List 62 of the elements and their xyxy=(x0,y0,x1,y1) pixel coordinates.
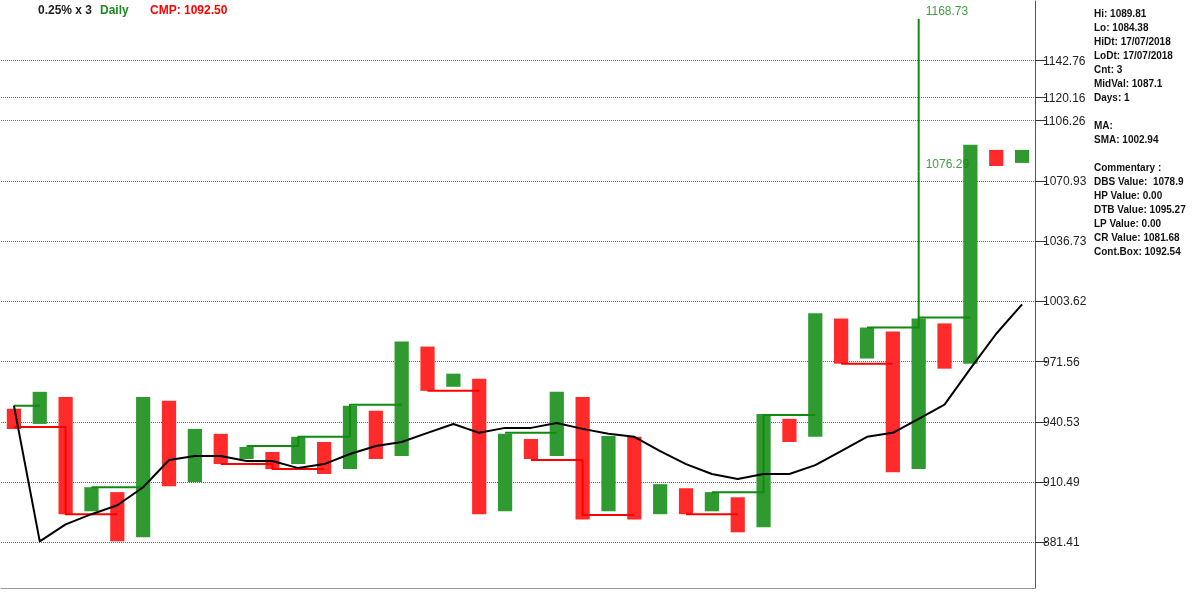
text: DBS Value: 1078.9 xyxy=(1094,175,1184,187)
annotation: CMP: 1092.50 xyxy=(150,3,228,17)
y-tick-label: 940.53 xyxy=(1043,414,1081,429)
text: HP Value: 0.00 xyxy=(1094,189,1163,201)
bar xyxy=(523,439,539,460)
chart-subtitle: Daily xyxy=(100,3,130,17)
line-series xyxy=(12,303,1024,543)
text: Lo: 1084.38 xyxy=(1094,21,1149,33)
y-tick-label: 971.56 xyxy=(1043,354,1081,369)
text: LoDt: 17/07/2018 xyxy=(1094,49,1174,61)
text: Days: 1 xyxy=(1094,91,1131,103)
bar xyxy=(704,492,719,512)
bar xyxy=(808,313,823,437)
bar xyxy=(730,497,745,533)
bar xyxy=(601,436,616,512)
y-tick-label: 1120.16 xyxy=(1043,90,1086,105)
y-tick-label: 881.41 xyxy=(1043,535,1081,550)
text: HiDt: 17/07/2018 xyxy=(1094,35,1172,47)
bar xyxy=(653,484,668,515)
bar xyxy=(446,373,461,387)
y-tick-label: 1003.62 xyxy=(1043,294,1087,309)
bar xyxy=(420,346,435,391)
annotation: 1168.73 xyxy=(925,3,969,18)
text: Hi: 1089.81 xyxy=(1094,7,1147,19)
bar xyxy=(472,378,487,515)
bar xyxy=(989,149,1004,167)
text: Cont.Box: 1092.54 xyxy=(1094,245,1182,257)
text: MidVal: 1087.1 xyxy=(1094,77,1163,89)
text: LP Value: 0.00 xyxy=(1094,217,1162,229)
bar xyxy=(368,410,383,460)
bar xyxy=(885,331,900,473)
bar xyxy=(549,391,564,457)
bar xyxy=(110,492,125,542)
y-tick-label: 1106.26 xyxy=(1043,113,1086,128)
bar xyxy=(859,327,875,359)
bar xyxy=(394,341,409,457)
bar xyxy=(84,487,99,512)
bar xyxy=(627,436,642,520)
bar xyxy=(239,446,254,460)
text: Commentary : xyxy=(1094,161,1162,173)
bar xyxy=(834,318,849,364)
bar xyxy=(1014,149,1030,163)
text: MA: xyxy=(1094,119,1113,131)
bar xyxy=(213,433,228,465)
bar xyxy=(32,391,47,424)
bar xyxy=(161,400,177,487)
y-tick-label: 910.49 xyxy=(1043,475,1081,490)
y-tick-label: 1142.76 xyxy=(1043,53,1086,68)
bar xyxy=(136,396,151,538)
bar xyxy=(497,433,513,512)
text: Cnt: 3 xyxy=(1094,63,1123,75)
text: DTB Value: 1095.27 xyxy=(1094,203,1187,215)
bar xyxy=(678,488,694,515)
y-tick-label: 1036.73 xyxy=(1043,234,1087,249)
bar xyxy=(911,318,926,470)
bar xyxy=(782,418,797,442)
bar xyxy=(187,428,202,483)
bar xyxy=(937,323,952,369)
chart-title: 0.25% x 3 xyxy=(38,3,93,17)
text: SMA: 1002.94 xyxy=(1094,133,1159,145)
y-tick-label: 1070.93 xyxy=(1043,173,1087,188)
text: CR Value: 1081.68 xyxy=(1094,231,1181,243)
